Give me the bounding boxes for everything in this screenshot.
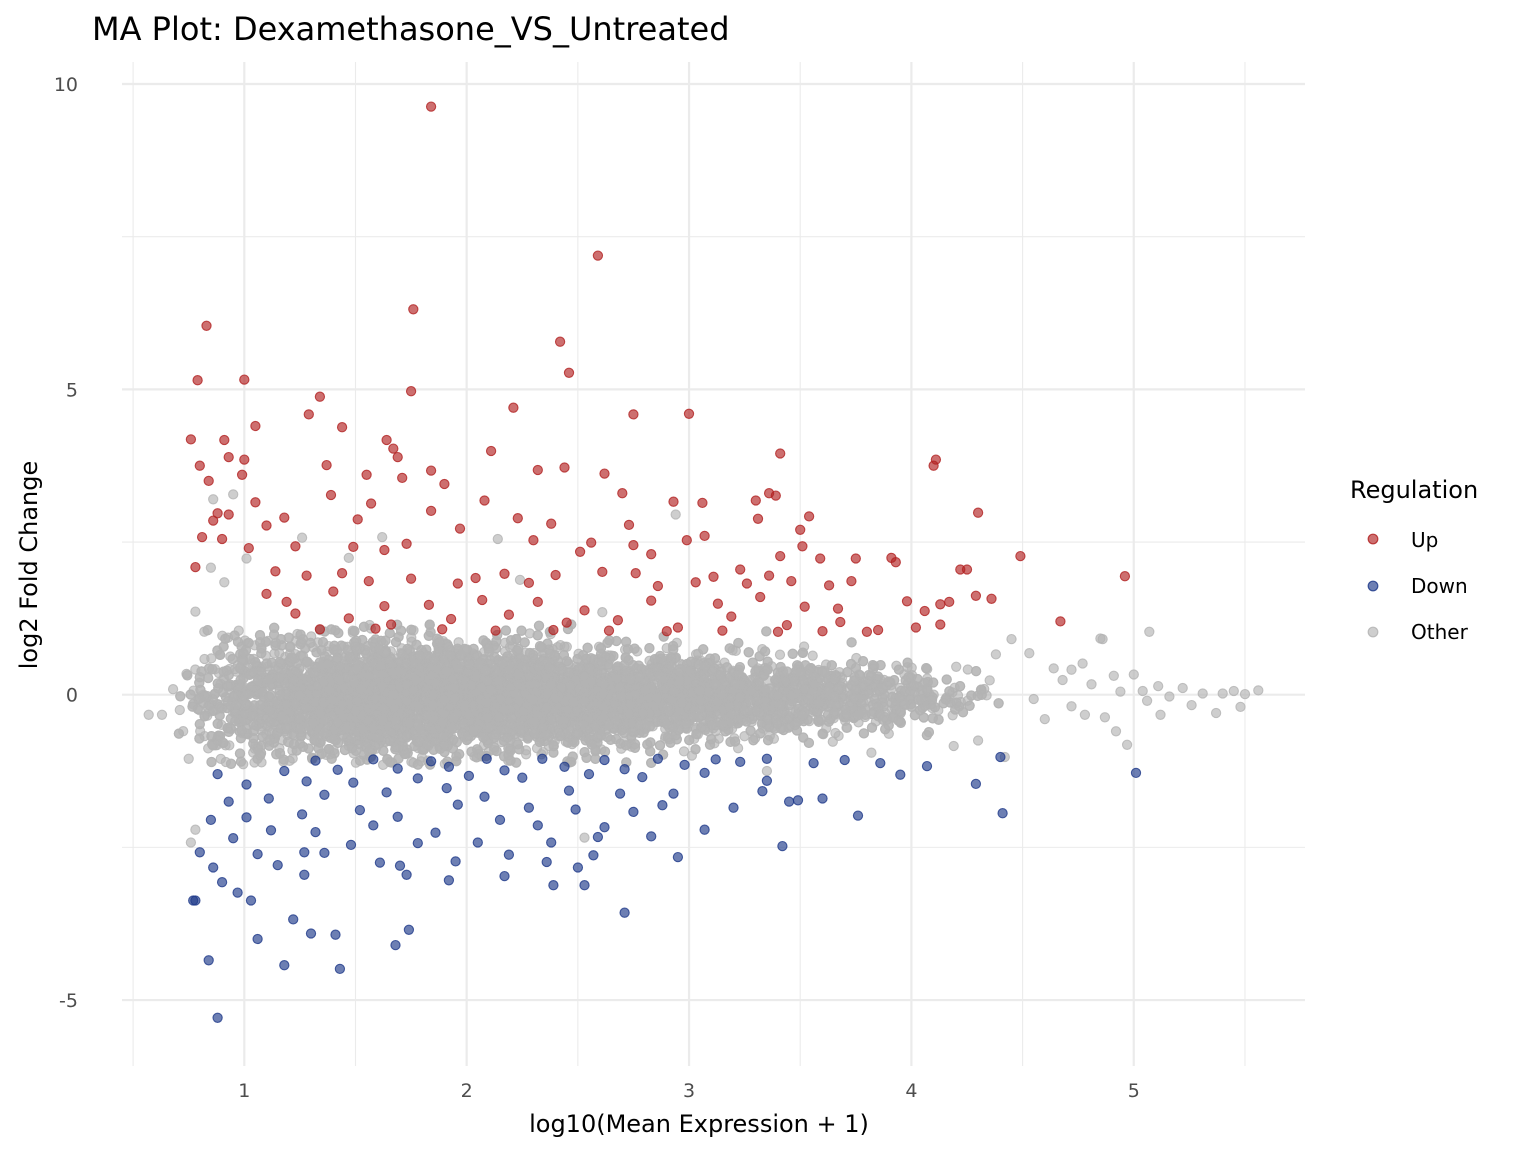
point-other [678,746,690,757]
data-points [143,101,1264,1023]
point-other [807,650,818,661]
point-other [830,727,841,739]
point-other [559,641,570,652]
point-other [984,675,995,686]
point-other [206,653,217,664]
point-other [841,722,852,733]
point-other [951,661,962,672]
chart-title: MA Plot: Dexamethasone_VS_Untreated [92,10,730,48]
point-other [520,749,532,760]
point-other [962,664,973,675]
point-other [774,649,786,660]
grid [122,62,1305,1066]
